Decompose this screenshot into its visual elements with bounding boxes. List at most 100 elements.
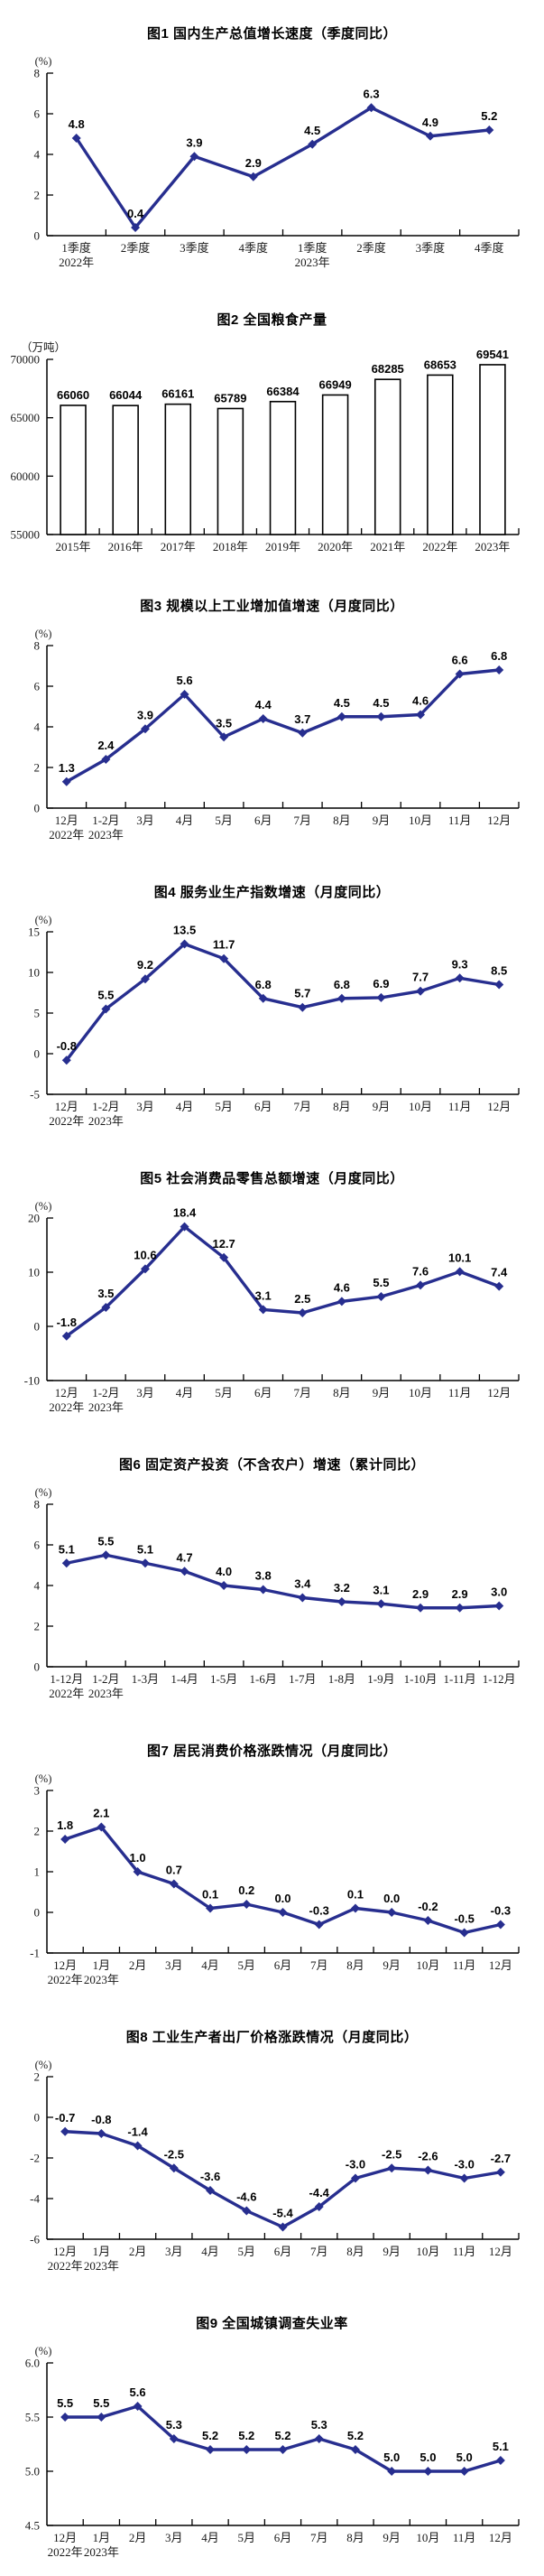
data-label: 4.5 (304, 124, 320, 137)
data-label: -0.2 (418, 1900, 438, 1913)
data-label: -4.4 (309, 2186, 330, 2199)
x-category-label: 4月 (176, 1100, 194, 1113)
data-label: 3.4 (294, 1577, 311, 1591)
data-label: -1.4 (127, 2125, 148, 2139)
data-point-marker (298, 1593, 308, 1603)
x-category-label: 2017年 (161, 540, 196, 553)
data-point-marker (60, 2413, 70, 2422)
bar (217, 407, 244, 535)
x-category-label: 6月 (254, 1100, 272, 1113)
y-tick-label: 0 (34, 1320, 41, 1334)
x-category-label: 4季度 (475, 241, 504, 255)
data-point-marker (459, 2467, 469, 2476)
data-label: 3.9 (137, 708, 153, 721)
x-category-label: 3月 (165, 2531, 183, 2544)
data-point-marker (242, 2206, 252, 2216)
data-label: 3.8 (255, 1569, 272, 1583)
data-label: 2.9 (412, 1587, 429, 1601)
gdp-growth-line-chart: 0 2 4 6 8 1季度 2季度 3季度 4季度 1季度 2季度 3季度 4季度 2022年 2023年 (… (34, 55, 520, 269)
chart-title: 图4 服务业生产指数增速（月度同比） (153, 885, 391, 900)
x-category-label: 1-2月 (92, 1672, 119, 1686)
data-point-marker (101, 755, 111, 764)
x-category-label: 1-2月 (92, 1386, 119, 1400)
data-label: 0.0 (383, 1892, 400, 1905)
x-category-label: 6月 (274, 1958, 292, 1972)
chart-title: 图5 社会消费品零售总额增速（月度同比） (140, 1171, 404, 1186)
data-label: -0.7 (55, 2111, 75, 2125)
data-point-marker (61, 1558, 71, 1568)
data-point-marker (278, 2445, 288, 2454)
y-tick-label: 2 (34, 1825, 41, 1838)
series-line (66, 1553, 500, 1610)
data-point-marker (455, 1267, 465, 1277)
data-label: 3.5 (216, 716, 232, 730)
x-year-label: 2022年 (49, 1400, 84, 1414)
x-year-label: 2022年 (48, 2545, 83, 2559)
data-point-marker (376, 1599, 386, 1609)
x-category-label: 6月 (254, 1386, 272, 1400)
y-tick-label: 0 (34, 1660, 41, 1674)
x-category-label: 6月 (274, 2531, 292, 2544)
y-tick-label: 10 (28, 1266, 40, 1279)
x-category-label: 9月 (383, 1958, 401, 1972)
data-point-marker (423, 2467, 433, 2476)
y-tick-label: -1 (30, 1947, 40, 1960)
data-point-marker (484, 126, 494, 135)
series-line (75, 106, 490, 229)
data-label: -0.8 (57, 1039, 77, 1053)
data-point-marker (97, 1822, 106, 1832)
x-category-label: 1月 (93, 1958, 111, 1972)
x-category-label: 10月 (416, 2531, 439, 2544)
x-category-label: 2023年 (475, 540, 510, 553)
x-category-label: 12月 (487, 814, 511, 827)
data-label: 4.4 (255, 698, 272, 711)
data-label: 11.7 (213, 938, 235, 952)
data-point-marker (131, 223, 141, 232)
y-tick-label: 0 (34, 1906, 41, 1920)
x-category-label: 1-10月 (404, 1672, 438, 1686)
x-category-label: 10月 (409, 1100, 432, 1113)
data-point-marker (189, 152, 199, 162)
x-category-label: 11月 (448, 1100, 472, 1113)
x-category-label: 3月 (136, 1100, 154, 1113)
data-label: 6.3 (364, 87, 380, 100)
data-label: 13.5 (173, 924, 196, 937)
data-label: 2.9 (245, 156, 262, 170)
x-category-label: 12月 (55, 1386, 78, 1400)
x-category-label: 12月 (53, 2531, 77, 2544)
chart-title: 图1 国内生产总值增长速度（季度同比） (146, 26, 397, 42)
data-point-marker (350, 1903, 360, 1913)
data-point-marker (258, 1585, 268, 1595)
data-point-marker (219, 953, 229, 963)
x-category-label: 4月 (176, 1386, 194, 1400)
data-point-marker (133, 2141, 143, 2151)
chart-fig7-cpi: 图7 居民消费价格涨跌情况（月度同比） -1 0 1 2 3 12月 1月 2月 3月 4月 5月 6… (0, 1717, 544, 2004)
x-category-label: 5月 (238, 2245, 256, 2258)
chart-title: 图2 全国粮食产量 (217, 312, 327, 328)
data-point-marker (337, 993, 346, 1003)
chart-fig8-ppi: 图8 工业生产者出厂价格涨跌情况（月度同比） -6 -4 -2 0 2 12月 1月 2月 3月… (0, 2004, 544, 2290)
x-category-label: 10月 (416, 1958, 439, 1972)
x-category-label: 10月 (409, 814, 432, 827)
data-label: 5.1 (493, 2440, 509, 2453)
data-label: 0.1 (202, 1888, 218, 1902)
data-label: 4.8 (69, 117, 85, 131)
x-category-label: 2022年 (422, 540, 457, 553)
axis-unit-label: (%) (35, 1486, 52, 1499)
bar (321, 394, 349, 535)
x-year-label: 2023年 (88, 1687, 124, 1700)
x-category-label: 8月 (333, 814, 351, 827)
data-point-marker (61, 1331, 71, 1341)
x-category-label: 5月 (215, 1100, 233, 1113)
data-label: 5.5 (373, 1276, 389, 1289)
data-label: 68653 (424, 358, 456, 371)
data-point-marker (314, 2202, 324, 2211)
data-label: 5.2 (238, 2429, 254, 2442)
data-point-marker (387, 2467, 397, 2476)
data-point-marker (169, 2434, 179, 2443)
x-category-label: 12月 (53, 1958, 77, 1972)
y-tick-label: 4 (34, 1579, 41, 1593)
axis-unit-label: (%) (35, 2059, 52, 2071)
